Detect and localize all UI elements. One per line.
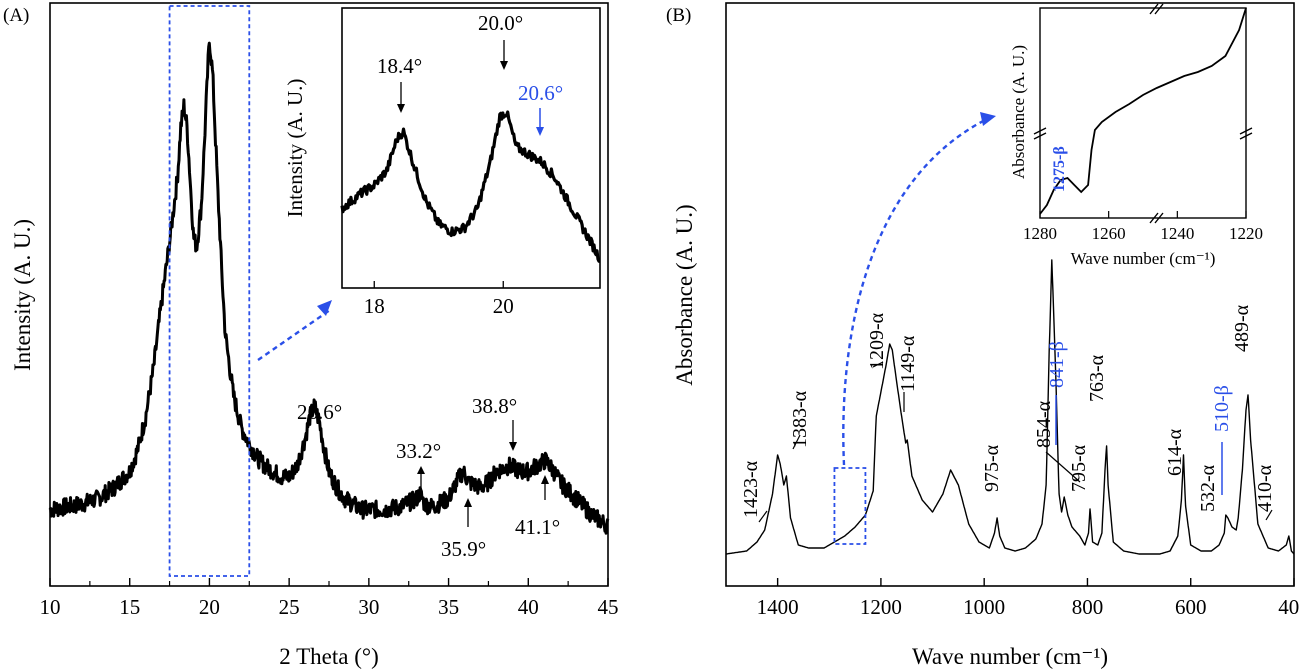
panel-a-inset: 18 20 Intensity (A. U.) 18.4° 20.0° 20.6° bbox=[283, 7, 601, 318]
panel-b-zoom-arrow bbox=[842, 118, 986, 466]
annotation-614: 614-α bbox=[1164, 428, 1186, 476]
arrow-1209 bbox=[872, 361, 884, 368]
inset-annotation-20-0: 20.0° bbox=[478, 11, 523, 35]
panel-a-annotations: 26.6° 33.2° 35.9° 38.8° 41.1° bbox=[297, 394, 560, 561]
arrowhead-41-1 bbox=[541, 475, 549, 484]
x-tick-label: 10 bbox=[40, 595, 61, 619]
annotation-841: 841-β bbox=[1046, 341, 1068, 388]
x-tick-label: 25 bbox=[279, 595, 300, 619]
annotation-1383: 1383-α bbox=[789, 390, 811, 448]
inset-a-curve bbox=[340, 110, 601, 263]
panel-b-x-ticks: 1400 1200 1000 800 600 400 bbox=[757, 578, 1299, 619]
arrowhead-38-8 bbox=[509, 442, 517, 451]
inset-x-tick-label: 1260 bbox=[1092, 224, 1126, 243]
annotation-795: 795-α bbox=[1068, 444, 1090, 492]
annotation-1209: 1209-α bbox=[866, 312, 888, 370]
annotation-489: 489-α bbox=[1231, 304, 1253, 352]
annotation-33-2: 33.2° bbox=[396, 439, 441, 463]
highlight-rect bbox=[833, 467, 867, 545]
panel-a: (A) 10 15 20 25 30 35 40 45 2 Theta (°) Intensi… bbox=[3, 2, 619, 669]
inset-b-curve bbox=[1039, 7, 1247, 215]
panel-a-highlight-box bbox=[168, 5, 251, 577]
panel-b-x-title: Wave number (cm⁻¹) bbox=[912, 644, 1108, 669]
inset-x-tick-label: 20 bbox=[493, 294, 514, 318]
annotation-532: 532-α bbox=[1197, 464, 1219, 512]
inset-arrowhead-20-6 bbox=[536, 127, 544, 136]
series-line-ftir-spectrum bbox=[725, 259, 1295, 555]
inset-annotation-18-4: 18.4° bbox=[377, 54, 422, 78]
inset-x-tick-label: 1220 bbox=[1229, 224, 1263, 243]
highlight-rect bbox=[168, 5, 251, 577]
panel-a-x-title: 2 Theta (°) bbox=[279, 644, 378, 669]
x-tick-label: 20 bbox=[199, 595, 220, 619]
annotation-975: 975-α bbox=[981, 444, 1003, 492]
annotation-35-9: 35.9° bbox=[441, 537, 486, 561]
annotation-26-6: 26.6° bbox=[297, 400, 342, 424]
inset-a-plot bbox=[340, 110, 601, 263]
annotation-410: 410-α bbox=[1254, 464, 1276, 512]
annotation-1149: 1149-α bbox=[897, 335, 919, 392]
inset-x-tick-label: 1280 bbox=[1023, 224, 1057, 243]
panel-b-annotations: 1423-α 1383-α 1209-α 1149-α 975-α 854-α … bbox=[740, 304, 1276, 523]
inset-a-y-title: Intensity (A. U.) bbox=[283, 79, 307, 218]
panel-b-highlight-box bbox=[833, 467, 867, 545]
inset-annotation-20-6: 20.6° bbox=[518, 81, 563, 105]
panel-a-label: (A) bbox=[3, 5, 29, 26]
inset-x-tick-label: 18 bbox=[364, 294, 385, 318]
annotation-1423: 1423-α bbox=[740, 460, 762, 518]
inset-a-frame bbox=[341, 7, 601, 289]
panel-a-x-ticks: 10 15 20 25 30 35 40 45 bbox=[40, 578, 619, 619]
x-tick-label: 1000 bbox=[963, 595, 1005, 619]
panel-a-zoom-arrowhead bbox=[317, 300, 332, 316]
inset-arrowhead-20-0 bbox=[500, 61, 508, 70]
x-tick-label: 1200 bbox=[860, 595, 902, 619]
x-tick-label: 45 bbox=[598, 595, 619, 619]
annotation-763: 763-α bbox=[1086, 354, 1108, 402]
panel-b-y-title: Absorbance (A. U.) bbox=[672, 204, 697, 385]
annotation-38-8: 38.8° bbox=[472, 394, 517, 418]
panel-b: (B) 1400 1200 1000 800 600 400 Wave number (c… bbox=[666, 2, 1299, 669]
annotation-510: 510-β bbox=[1211, 385, 1233, 432]
arrowhead-33-2 bbox=[417, 466, 425, 474]
arrow-1423 bbox=[758, 510, 768, 523]
panel-b-label: (B) bbox=[666, 5, 691, 26]
panel-b-frame bbox=[725, 2, 1295, 587]
panel-a-plot bbox=[48, 41, 610, 535]
inset-b-y-title: Absorbance (A. U.) bbox=[1009, 45, 1028, 179]
inset-b-x-title: Wave number (cm⁻¹) bbox=[1071, 249, 1216, 268]
inset-b-x-ticks: 1280 1260 1240 1220 bbox=[1023, 211, 1263, 243]
annotation-41-1: 41.1° bbox=[515, 515, 560, 539]
inset-arrowhead-18-4 bbox=[397, 104, 405, 113]
x-tick-label: 400 bbox=[1278, 595, 1299, 619]
arrow-854 bbox=[1045, 451, 1081, 483]
panel-b-inset: 1280 1260 1240 1220 Wave number (cm⁻¹) Abso… bbox=[1009, 3, 1263, 268]
x-tick-label: 15 bbox=[119, 595, 140, 619]
x-tick-label: 40 bbox=[518, 595, 539, 619]
annotation-854: 854-α bbox=[1033, 400, 1055, 448]
inset-a-x-ticks: 18 20 bbox=[364, 281, 514, 318]
x-tick-label: 800 bbox=[1072, 595, 1104, 619]
arrow-1383 bbox=[792, 434, 801, 450]
arrow-410 bbox=[1265, 509, 1273, 521]
x-tick-label: 600 bbox=[1175, 595, 1207, 619]
panel-a-y-title: Intensity (A. U.) bbox=[10, 219, 35, 371]
x-tick-label: 30 bbox=[358, 595, 379, 619]
inset-annotation-1275: 1275-β bbox=[1051, 146, 1068, 192]
panel-b-plot bbox=[725, 259, 1295, 555]
inset-b-frame bbox=[1039, 7, 1247, 219]
inset-x-tick-label: 1240 bbox=[1160, 224, 1194, 243]
x-tick-label: 1400 bbox=[757, 595, 799, 619]
inset-b-axis-breaks bbox=[1033, 3, 1253, 224]
arrowhead-35-9 bbox=[464, 498, 472, 507]
x-tick-label: 35 bbox=[438, 595, 459, 619]
panel-a-zoom-arrow bbox=[257, 309, 331, 361]
series-line-xrd-pattern bbox=[48, 41, 610, 535]
panel-b-zoom-arrowhead bbox=[980, 112, 996, 126]
